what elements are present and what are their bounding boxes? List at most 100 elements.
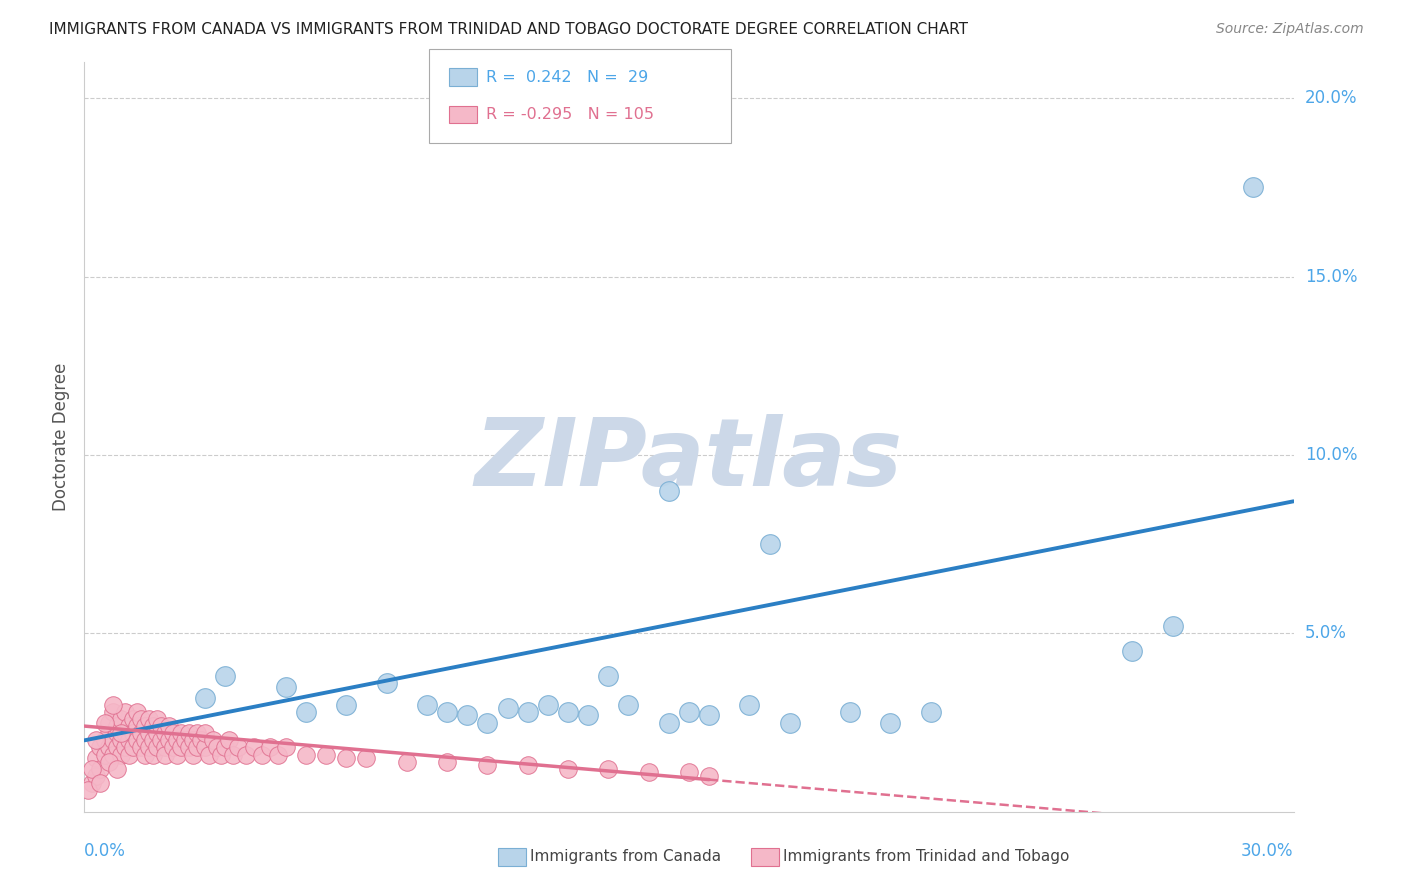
Point [658,483,681,498]
Point [179,740,201,755]
Point [477,715,499,730]
Point [678,705,700,719]
Point [222,747,245,762]
Point [416,698,439,712]
Point [86,769,108,783]
Text: Immigrants from Canada: Immigrants from Canada [530,849,721,863]
Point [121,740,143,755]
Point [395,755,418,769]
Point [1161,619,1184,633]
Point [93,715,115,730]
Point [110,712,132,726]
Point [134,733,156,747]
Text: 20.0%: 20.0% [1305,89,1357,107]
Text: 5.0%: 5.0% [1305,624,1347,642]
Point [77,783,100,797]
Point [335,751,357,765]
Point [1121,644,1143,658]
Text: 10.0%: 10.0% [1305,446,1357,464]
Point [557,762,579,776]
Point [153,740,176,755]
Point [146,712,169,726]
Point [162,726,184,740]
Point [114,705,136,719]
Point [118,747,141,762]
Point [93,747,115,762]
Text: ZIPatlas: ZIPatlas [475,414,903,506]
Point [194,740,217,755]
Point [89,776,111,790]
Point [174,733,197,747]
Point [1241,180,1264,194]
Point [142,719,165,733]
Point [181,747,204,762]
Text: 15.0%: 15.0% [1305,268,1357,285]
Point [194,690,217,705]
Point [149,733,172,747]
Point [477,758,499,772]
Point [93,733,115,747]
Point [697,708,720,723]
Point [235,747,257,762]
Point [105,740,128,755]
Point [129,726,152,740]
Point [198,747,221,762]
Point [576,708,599,723]
Point [82,776,104,790]
Point [456,708,478,723]
Point [82,762,104,776]
Point [105,762,128,776]
Point [170,726,193,740]
Text: R =  0.242   N =  29: R = 0.242 N = 29 [486,70,648,85]
Point [179,726,201,740]
Point [181,733,204,747]
Point [105,719,128,733]
Point [436,755,458,769]
Text: 0.0%: 0.0% [84,842,127,860]
Point [315,747,337,762]
Point [101,733,124,747]
Point [207,740,229,755]
Point [101,705,124,719]
Point [209,747,232,762]
Point [375,676,398,690]
Point [110,726,132,740]
Point [114,726,136,740]
Point [214,740,236,755]
Point [97,715,120,730]
Point [617,698,640,712]
Point [218,733,240,747]
Point [839,705,862,719]
Point [142,733,165,747]
Point [101,747,124,762]
Point [637,765,659,780]
Point [153,726,176,740]
Point [658,715,681,730]
Point [557,705,579,719]
Point [779,715,801,730]
Point [110,733,132,747]
Point [186,726,208,740]
Point [516,758,538,772]
Point [920,705,942,719]
Point [138,726,160,740]
Point [274,680,297,694]
Point [186,740,208,755]
Point [146,726,169,740]
Point [259,740,281,755]
Point [118,719,141,733]
Text: Immigrants from Trinidad and Tobago: Immigrants from Trinidad and Tobago [783,849,1070,863]
Point [97,755,120,769]
Point [295,705,318,719]
Text: Source: ZipAtlas.com: Source: ZipAtlas.com [1216,22,1364,37]
Point [89,762,111,776]
Text: IMMIGRANTS FROM CANADA VS IMMIGRANTS FROM TRINIDAD AND TOBAGO DOCTORATE DEGREE C: IMMIGRANTS FROM CANADA VS IMMIGRANTS FRO… [49,22,969,37]
Point [162,740,184,755]
Point [166,733,188,747]
Point [166,747,188,762]
Point [157,733,180,747]
Point [356,751,378,765]
Point [295,747,318,762]
Point [129,740,152,755]
Point [697,769,720,783]
